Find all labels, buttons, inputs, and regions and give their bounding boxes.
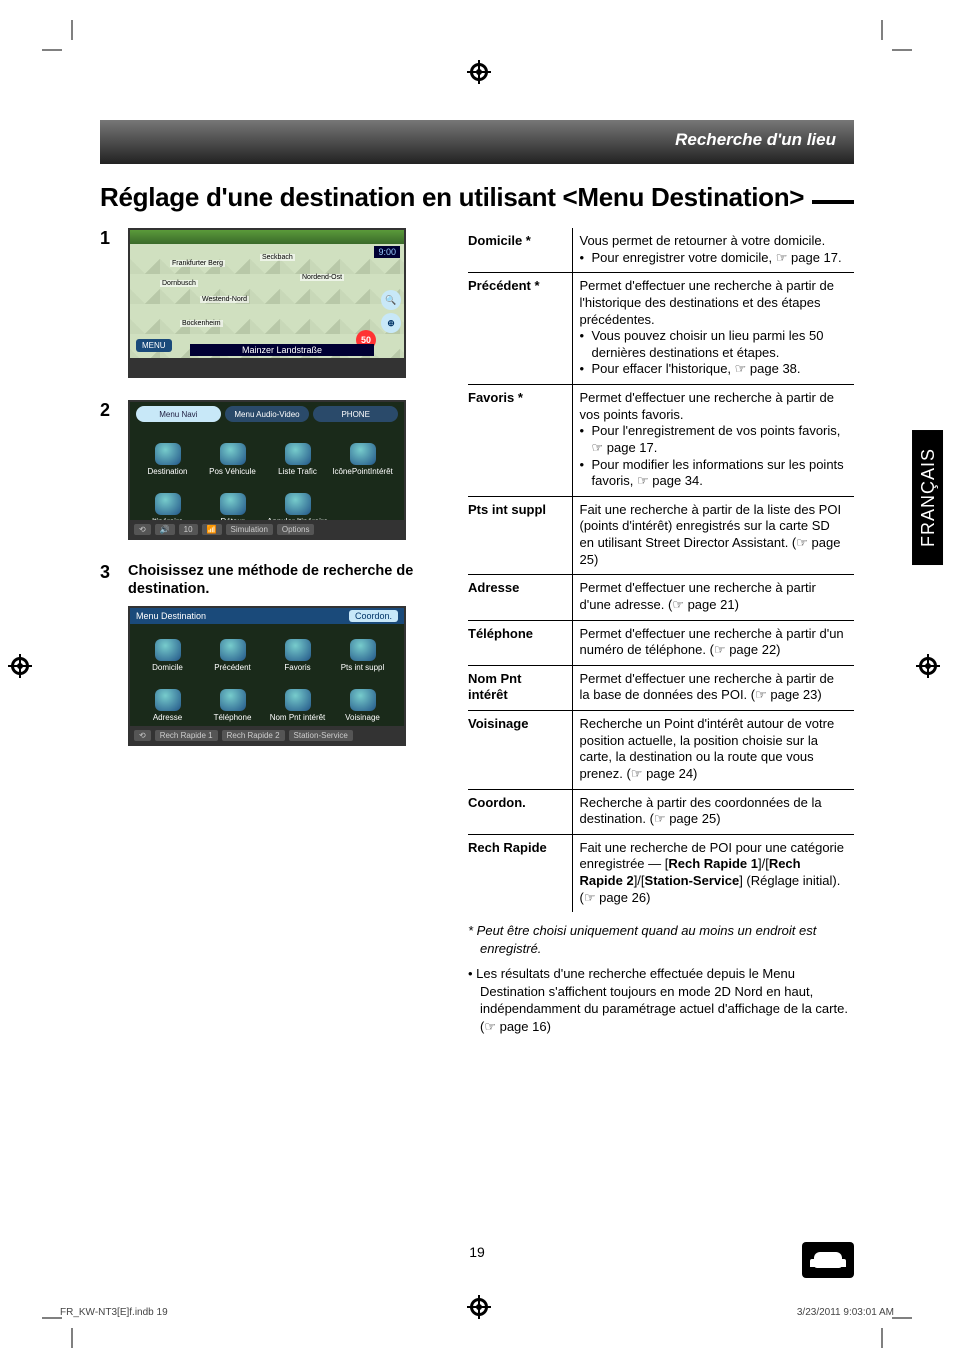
row-voisinage-key: Voisinage xyxy=(468,711,572,790)
row-domicile-key: Domicile * xyxy=(468,228,572,273)
row-pts-val: Fait une recherche à partir de la liste … xyxy=(572,496,854,575)
registration-mark-top xyxy=(467,60,491,84)
screenshot-destination-menu: Menu Destination Coordon. Domicile Précé… xyxy=(128,606,406,746)
map-road-name: Mainzer Landstraße xyxy=(190,344,374,356)
dest-icon-address: Adresse xyxy=(136,676,199,724)
coord-button: Coordon. xyxy=(349,610,398,622)
heading-rule xyxy=(812,200,854,204)
crop-mark xyxy=(42,20,82,60)
row-adresse-val: Permet d'effectuer une recherche à parti… xyxy=(572,575,854,620)
row-coordon-val: Recherche à partir des coordonnées de la… xyxy=(572,789,854,834)
registration-mark-right xyxy=(916,654,946,684)
navi-icon-traffic: Liste Trafic xyxy=(266,430,329,478)
dest-icon-previous: Précédent xyxy=(201,626,264,674)
search-methods-table: Domicile * Vous permet de retourner à vo… xyxy=(468,228,854,912)
dest-menu-title: Menu Destination xyxy=(136,611,206,621)
screenshot-map: 9:00 Frankfurter Berg Seckbach Dornbusch… xyxy=(128,228,406,378)
tab-phone: PHONE xyxy=(313,406,398,422)
dest-icon-vicinity: Voisinage xyxy=(331,676,394,724)
section-title: Recherche d'un lieu xyxy=(675,130,836,150)
step-3-instruction: Choisissez une méthode de recherche de d… xyxy=(128,562,450,598)
dest-icon-phone: Téléphone xyxy=(201,676,264,724)
page-heading: Réglage d'une destination en utilisant <… xyxy=(100,182,854,213)
step-number-3: 3 xyxy=(100,562,110,583)
row-adresse-key: Adresse xyxy=(468,575,572,620)
note-bullet: • Les résultats d'une recherche effectué… xyxy=(468,965,854,1035)
dest-icon-favorites: Favoris xyxy=(266,626,329,674)
navi-icon-destination: Destination xyxy=(136,430,199,478)
screenshot-navi-menu: Menu Navi Menu Audio-Video PHONE Destina… xyxy=(128,400,406,540)
row-rech-val: Fait une recherche de POI pour une catég… xyxy=(572,834,854,912)
dest-icon-home: Domicile xyxy=(136,626,199,674)
row-nompnt-key: Nom Pnt intérêt xyxy=(468,665,572,710)
navi-icon-vehicle: Pos Véhicule xyxy=(201,430,264,478)
row-coordon-key: Coordon. xyxy=(468,789,572,834)
map-clock: 9:00 xyxy=(374,246,400,258)
row-telephone-val: Permet d'effectuer une recherche à parti… xyxy=(572,620,854,665)
row-precedent-key: Précédent * xyxy=(468,273,572,385)
row-domicile-val: Vous permet de retourner à votre domicil… xyxy=(572,228,854,273)
print-footer: FR_KW-NT3[E]f.indb 19 3/23/2011 9:03:01 … xyxy=(60,1307,894,1318)
map-menu-button: MENU xyxy=(136,339,172,352)
car-icon xyxy=(802,1242,854,1278)
footnote-asterisk: * Peut être choisi uniquement quand au m… xyxy=(468,922,854,957)
dest-icon-poi-name: Nom Pnt intérêt xyxy=(266,676,329,724)
step-number-2: 2 xyxy=(100,400,110,421)
language-tab: FRANÇAIS xyxy=(912,430,943,565)
registration-mark-left xyxy=(8,654,38,684)
row-favoris-key: Favoris * xyxy=(468,385,572,497)
row-nompnt-val: Permet d'effectuer une recherche à parti… xyxy=(572,665,854,710)
navi-icon-poi: IcônePointIntérêt xyxy=(331,430,394,478)
map-zoom-icon: 🔍 xyxy=(381,290,401,310)
crop-mark xyxy=(872,20,912,60)
footer-timestamp: 3/23/2011 9:03:01 AM xyxy=(797,1307,894,1318)
row-pts-key: Pts int suppl xyxy=(468,496,572,575)
row-voisinage-val: Recherche un Point d'intérêt autour de v… xyxy=(572,711,854,790)
tab-navi: Menu Navi xyxy=(136,406,221,422)
row-rech-key: Rech Rapide xyxy=(468,834,572,912)
tab-av: Menu Audio-Video xyxy=(225,406,310,422)
row-telephone-key: Téléphone xyxy=(468,620,572,665)
row-favoris-val: Permet d'effectuer une recherche à parti… xyxy=(572,385,854,497)
row-precedent-val: Permet d'effectuer une recherche à parti… xyxy=(572,273,854,385)
footer-filename: FR_KW-NT3[E]f.indb 19 xyxy=(60,1307,168,1318)
section-header-band: Recherche d'un lieu xyxy=(100,120,854,164)
dest-icon-extra-poi: Pts int suppl xyxy=(331,626,394,674)
step-number-1: 1 xyxy=(100,228,110,249)
map-compass-icon: ⊕ xyxy=(381,313,401,333)
